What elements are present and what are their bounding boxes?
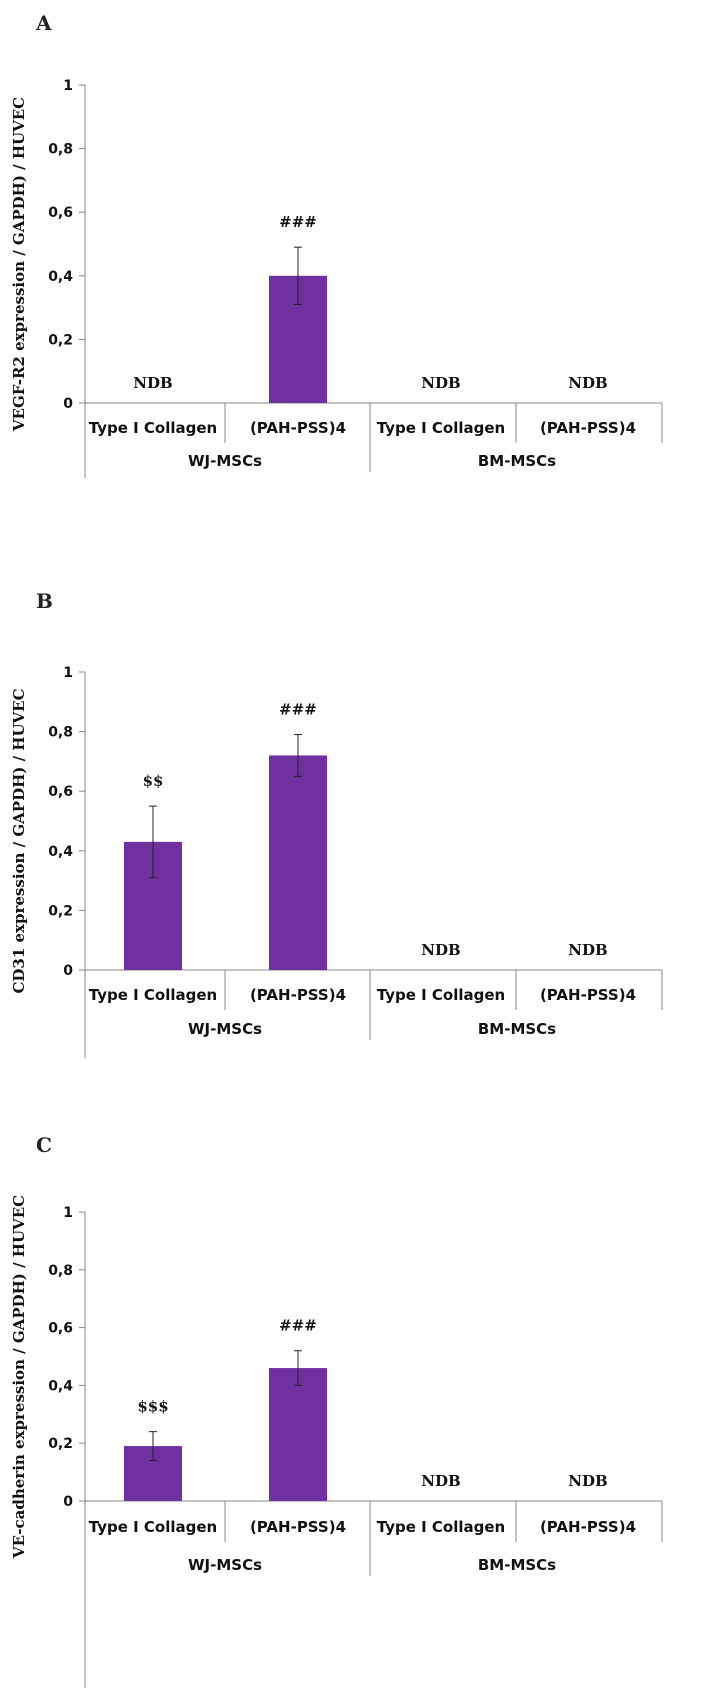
y-tick-label: 0,6 bbox=[48, 205, 73, 221]
bar-annotation: NDB bbox=[421, 941, 460, 959]
bar-annotation: NDB bbox=[568, 1472, 607, 1490]
bar-annotation: NDB bbox=[421, 1472, 460, 1490]
y-tick-label: 0,2 bbox=[48, 1436, 73, 1452]
bar-annotation: ### bbox=[279, 1317, 317, 1335]
bar-annotation: NDB bbox=[133, 374, 172, 392]
x-category-label: Type I Collagen bbox=[377, 1518, 505, 1536]
y-tick-label: 0,4 bbox=[48, 269, 73, 285]
y-tick-label: 0,8 bbox=[48, 725, 73, 741]
panel-c: C VE-cadherin expression / GAPDH) / HUVEC… bbox=[0, 1108, 704, 1688]
y-tick-label: 0 bbox=[63, 396, 73, 412]
y-tick-label: 0,2 bbox=[48, 903, 73, 919]
panel-a: A VEGF-R2 expression / GAPDH) / HUVEC 0 0,2… bbox=[0, 0, 704, 500]
x-group-label: BM-MSCs bbox=[478, 452, 556, 470]
x-category-label: Type I Collagen bbox=[89, 419, 217, 437]
bar bbox=[269, 755, 327, 970]
panel-letter: C bbox=[36, 1133, 52, 1157]
y-tick-label: 0,4 bbox=[48, 844, 73, 860]
panel-letter: B bbox=[36, 589, 53, 613]
panel-letter: A bbox=[35, 11, 52, 35]
x-group-label: BM-MSCs bbox=[478, 1020, 556, 1038]
panel-b: B CD31 expression / GAPDH) / HUVEC 0 0,2 0,4… bbox=[0, 568, 704, 1108]
y-tick-label: 0,6 bbox=[48, 784, 73, 800]
y-tick-label: 1 bbox=[63, 1205, 73, 1221]
x-group-label: WJ-MSCs bbox=[188, 1556, 262, 1574]
x-category-label: Type I Collagen bbox=[89, 986, 217, 1004]
y-axis-label: VEGF-R2 expression / GAPDH) / HUVEC bbox=[10, 97, 28, 432]
y-tick-label: 0,8 bbox=[48, 1263, 73, 1279]
x-group-label: BM-MSCs bbox=[478, 1556, 556, 1574]
x-category-label: Type I Collagen bbox=[377, 419, 505, 437]
y-tick-label: 1 bbox=[63, 665, 73, 681]
y-axis-label: VE-cadherin expression / GAPDH) / HUVEC bbox=[10, 1195, 28, 1559]
y-tick-label: 0,2 bbox=[48, 332, 73, 348]
y-tick-label: 0,6 bbox=[48, 1321, 73, 1337]
y-tick-label: 0 bbox=[63, 1494, 73, 1510]
y-tick-label: 0,8 bbox=[48, 142, 73, 158]
error-bar bbox=[294, 1350, 302, 1386]
x-category-label: (PAH-PSS)4 bbox=[250, 419, 346, 437]
y-tick-label: 1 bbox=[63, 78, 73, 94]
bar-annotation: NDB bbox=[421, 374, 460, 392]
x-category-label: (PAH-PSS)4 bbox=[540, 986, 636, 1004]
x-group-label: WJ-MSCs bbox=[188, 452, 262, 470]
error-bar bbox=[149, 1431, 157, 1462]
x-category-label: (PAH-PSS)4 bbox=[540, 1518, 636, 1536]
chart-b: B CD31 expression / GAPDH) / HUVEC 0 0,2 0,4… bbox=[10, 589, 663, 1058]
bar-annotation: $$ bbox=[143, 772, 164, 790]
bar-annotation: ### bbox=[279, 701, 317, 719]
chart-c: C VE-cadherin expression / GAPDH) / HUVEC… bbox=[10, 1133, 663, 1688]
y-tick-label: 0 bbox=[63, 963, 73, 979]
error-bar bbox=[294, 246, 302, 305]
x-category-label: Type I Collagen bbox=[89, 1518, 217, 1536]
x-category-label: (PAH-PSS)4 bbox=[250, 1518, 346, 1536]
bar-annotation: NDB bbox=[568, 941, 607, 959]
x-category-label: (PAH-PSS)4 bbox=[540, 419, 636, 437]
x-category-label: (PAH-PSS)4 bbox=[250, 986, 346, 1004]
chart-a: A VEGF-R2 expression / GAPDH) / HUVEC 0 0,2… bbox=[10, 11, 663, 478]
error-bar bbox=[149, 805, 157, 879]
error-bar bbox=[294, 734, 302, 777]
bar-annotation: NDB bbox=[568, 374, 607, 392]
y-tick-label: 0,4 bbox=[48, 1378, 73, 1394]
bar bbox=[269, 1368, 327, 1501]
y-axis-label: CD31 expression / GAPDH) / HUVEC bbox=[10, 688, 28, 993]
bar-annotation: ### bbox=[279, 213, 317, 231]
bar-annotation: $$$ bbox=[137, 1398, 168, 1416]
x-group-label: WJ-MSCs bbox=[188, 1020, 262, 1038]
x-category-label: Type I Collagen bbox=[377, 986, 505, 1004]
